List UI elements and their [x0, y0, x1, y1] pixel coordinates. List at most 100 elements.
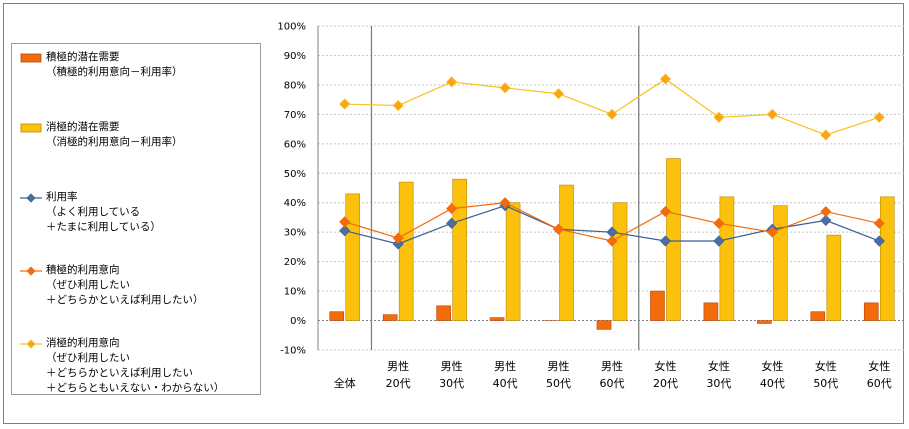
bar-passive_latent — [398, 181, 414, 321]
marker-active_intent — [552, 223, 565, 235]
legend-text-line: （ぜひ利用したい — [46, 279, 130, 291]
y-tick-label: 20% — [284, 257, 306, 268]
marker-passive_intent — [339, 98, 351, 110]
y-tick-label: 0% — [290, 316, 306, 327]
legend: 積極的潜在需要 （積極的利用意向－利用率） 消極的潜在需要 （消極的利用意向－利用率）… — [11, 43, 261, 395]
x-category-label: 女性 — [708, 359, 730, 373]
bar-active_latent — [810, 311, 826, 321]
bar-passive_latent — [773, 205, 788, 321]
x-category-label: 20代 — [653, 377, 678, 390]
marker-passive_intent — [713, 111, 725, 123]
legend-text-line: （ぜひ利用したい — [46, 352, 130, 364]
lines — [339, 73, 885, 250]
y-tick-label: 70% — [284, 110, 306, 121]
legend-swatch — [20, 53, 42, 63]
x-category-label: 30代 — [706, 377, 731, 390]
marker-usage_rate — [820, 214, 832, 226]
marker-usage_rate — [873, 235, 885, 247]
marker-active_intent — [606, 235, 618, 247]
legend-text-line: ＋たまに利用している） — [46, 221, 161, 233]
legend-text-line: （よく利用している — [46, 206, 141, 218]
legend-text: 消極的利用意向 （ぜひ利用したい ＋どちらかといえば利用したい ＋どちらともいえない・… — [46, 336, 224, 396]
x-category-label: 男性 — [548, 359, 570, 373]
x-category-label: 男性 — [494, 359, 516, 373]
legend-swatch — [20, 123, 42, 133]
legend-text-line: ＋どちらかといえば利用したい — [46, 367, 193, 379]
marker-active_intent — [873, 217, 885, 229]
legend-text-line: 積極的利用意向 — [46, 264, 120, 276]
marker-usage_rate — [339, 225, 351, 237]
legend-swatch-marker — [26, 266, 36, 276]
bar-active_latent — [489, 317, 505, 321]
x-category-label: 20代 — [386, 377, 411, 390]
y-tick-label: 90% — [284, 51, 306, 62]
marker-active_intent — [446, 203, 458, 215]
marker-active_intent — [766, 226, 778, 238]
y-tick-label: 100% — [277, 22, 306, 33]
bar-active_latent — [703, 302, 719, 321]
bar-active_latent — [757, 320, 772, 324]
x-category-label: 50代 — [546, 377, 571, 390]
bar-passive_latent — [612, 202, 628, 321]
legend-text-line: ＋どちらかといえば利用したい） — [46, 294, 204, 306]
x-category-label: 50代 — [813, 377, 838, 390]
legend-text-line: 消極的利用意向 — [46, 337, 120, 349]
labels: -10% 0% 10% 20% 30% 40% 50% 60% 70% 80% 90% 100% 全体 男… — [277, 22, 891, 391]
legend-swatch-bar — [20, 123, 42, 133]
marker-passive_intent — [446, 76, 458, 88]
legend-text-line: 積極的潜在需要 — [46, 51, 120, 63]
marker-passive_intent — [659, 73, 672, 85]
marker-active_intent — [659, 205, 672, 218]
marker-active_intent — [339, 216, 351, 228]
x-category-label: 40代 — [760, 377, 785, 390]
bar-active_latent — [596, 320, 612, 330]
bar-passive_latent — [826, 234, 842, 321]
y-tick-label: 10% — [284, 287, 306, 298]
legend-swatch-marker — [26, 193, 36, 203]
marker-passive_intent — [392, 99, 404, 112]
bar-passive_latent — [559, 184, 574, 321]
x-category-label: 女性 — [654, 359, 676, 373]
bar-passive_latent — [879, 196, 895, 321]
x-category-label: 女性 — [815, 359, 837, 373]
marker-passive_intent — [552, 88, 565, 100]
bar-passive_latent — [452, 178, 467, 321]
bar-active_latent — [650, 290, 665, 321]
marker-usage_rate — [446, 217, 458, 229]
marker-passive_intent — [766, 108, 778, 120]
x-category-label: 40代 — [493, 377, 518, 390]
line-passive_intent — [344, 78, 880, 136]
legend-text: 積極的潜在需要 （積極的利用意向－利用率） — [46, 50, 183, 80]
bar-active_latent — [329, 311, 345, 321]
legend-swatch — [20, 193, 42, 203]
legend-swatch — [20, 339, 42, 349]
y-tick-label: 40% — [284, 198, 306, 209]
marker-usage_rate — [713, 235, 725, 247]
marker-passive_intent — [820, 129, 832, 141]
x-category-label: 全体 — [334, 376, 356, 390]
x-category-label: 女性 — [761, 359, 783, 373]
x-category-label: 60代 — [600, 377, 625, 390]
marker-passive_intent — [873, 111, 885, 123]
legend-text: 消極的潜在需要 （消極的利用意向－利用率） — [46, 120, 183, 150]
legend-text-line: （消極的利用意向－利用率） — [46, 136, 183, 148]
bar-active_latent — [436, 305, 451, 321]
legend-text-line: （積極的利用意向－利用率） — [46, 66, 183, 78]
legend-text-line: 消極的潜在需要 — [46, 121, 120, 133]
marker-active_intent — [499, 197, 511, 209]
marker-usage_rate — [392, 238, 404, 250]
legend-swatch-bar — [20, 53, 42, 63]
bar-passive_latent — [505, 202, 521, 321]
legend-swatch-marker — [26, 339, 36, 349]
x-category-label: 女性 — [868, 359, 890, 373]
x-category-label: 男性 — [441, 359, 463, 373]
legend-text: 積極的利用意向 （ぜひ利用したい ＋どちらかといえば利用したい） — [46, 263, 204, 308]
legend-text-line: 利用率 — [46, 191, 78, 203]
bar-passive_latent — [345, 193, 361, 321]
marker-active_intent — [820, 205, 832, 218]
marker-active_intent — [392, 232, 404, 244]
bar-active_latent — [863, 302, 879, 321]
bar-passive_latent — [719, 196, 735, 321]
axes — [317, 26, 906, 350]
